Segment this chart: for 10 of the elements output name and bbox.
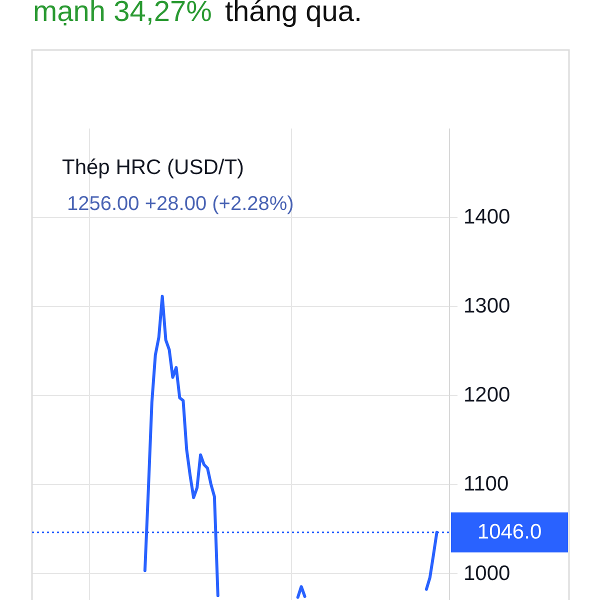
text: mạnh 34,27% [33, 0, 212, 28]
y-tick-label: 1400 [464, 206, 510, 229]
y-tick-label: 1000 [464, 562, 510, 585]
y-tick-label: 1300 [464, 294, 510, 318]
text: Thép HRC (USD/T) [62, 156, 244, 179]
y-tick-label: 1100 [464, 472, 509, 496]
ref-line-label: 1046.0 [477, 520, 542, 544]
annotation: 1256.00 +28.00 (+2.28%) [67, 193, 294, 215]
y-tick-label: 1200 [464, 384, 510, 407]
text: tháng qua. [225, 0, 362, 28]
